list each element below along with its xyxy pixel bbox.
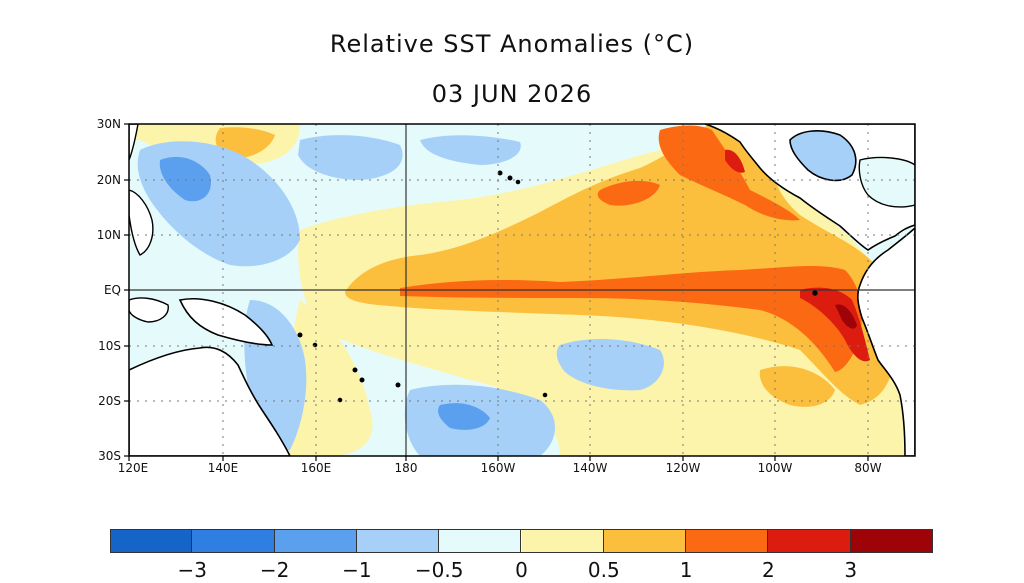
- lon-label-140e: 140E: [207, 461, 239, 475]
- lon-label-120w: 120W: [665, 461, 701, 475]
- warm-patch-central-south: [759, 366, 835, 407]
- lon-label-180: 180: [394, 461, 418, 475]
- lon-label-100w: 100W: [757, 461, 793, 475]
- colorbar-tick-label: −0.5: [414, 558, 464, 582]
- colorbar-swatch: [521, 529, 604, 553]
- colorbar-swatch: [110, 529, 193, 553]
- slight-warm-zone-sw: [284, 300, 373, 456]
- colorbar-swatch: [850, 529, 933, 553]
- equatorial-warm-tongue: [345, 124, 897, 405]
- colorbar-tick-label: 2: [762, 558, 775, 582]
- colorbar-tick-label: 1: [679, 558, 693, 582]
- baja-warm-core: [725, 149, 745, 173]
- lat-label-eq: EQ: [103, 283, 121, 297]
- colorbar-swatch: [356, 529, 440, 553]
- colorbar-tick-label: 0.5: [587, 558, 620, 582]
- colorbar-tick-label: −1: [342, 558, 372, 582]
- colorbar-tick-label: 0: [515, 558, 528, 582]
- colorbar-swatch: [768, 529, 851, 553]
- lat-label-10s: 10S: [98, 339, 121, 353]
- east-cool-patch: [556, 338, 664, 391]
- colorbar-swatch: [274, 529, 357, 553]
- lat-label-20s: 20S: [98, 394, 121, 408]
- caribbean-water: [858, 156, 915, 208]
- north-cool-patch: [298, 135, 403, 180]
- equatorial-strong-band: [400, 265, 862, 372]
- lat-label-10n: 10N: [96, 228, 121, 242]
- colorbar-swatch: [686, 529, 769, 553]
- axis-ticks: [124, 123, 869, 461]
- colorbar-swatch: [192, 529, 275, 553]
- lon-label-160w: 160W: [480, 461, 516, 475]
- indonesia-islands: [129, 297, 169, 323]
- new-guinea-land: [178, 297, 274, 346]
- western-pacific-cool-pool-core: [159, 156, 211, 202]
- gulf-water: [789, 130, 857, 182]
- colorbar-frame: [110, 529, 933, 553]
- lon-label-120e: 120E: [117, 461, 149, 475]
- colorbar-swatch: [439, 529, 522, 553]
- colorbar-swatch: [603, 529, 687, 553]
- colorbar-tick-label: −3: [177, 558, 208, 582]
- australia-land: [129, 346, 291, 456]
- dotted-gridlines: [129, 124, 915, 456]
- colorbar-tick-label: −2: [259, 558, 290, 582]
- pacific-islands: [297, 170, 818, 403]
- peru-coast-max: [835, 304, 857, 329]
- south-central-cool-pool-core: [438, 403, 490, 430]
- colorbar-tick-label: 3: [844, 558, 858, 582]
- lat-label-20n: 20N: [96, 173, 121, 187]
- lat-label-30s: 30S: [98, 449, 121, 463]
- map-date: 03 JUN 2026: [431, 80, 593, 108]
- lat-label-30n: 30N: [96, 117, 121, 131]
- northwest-cool-patch: [420, 135, 521, 165]
- philippines-islands: [129, 189, 154, 256]
- north-america-land: [704, 124, 915, 251]
- south-america-land: [857, 226, 915, 456]
- lon-label-140w: 140W: [572, 461, 608, 475]
- lon-label-80w: 80W: [854, 461, 882, 475]
- lon-label-160e: 160E: [300, 461, 332, 475]
- northeast-warm-region: [658, 125, 800, 221]
- peru-coast-peak: [800, 287, 870, 362]
- warm-patch-mid: [597, 180, 660, 206]
- map-title: Relative SST Anomalies (°C): [329, 30, 695, 58]
